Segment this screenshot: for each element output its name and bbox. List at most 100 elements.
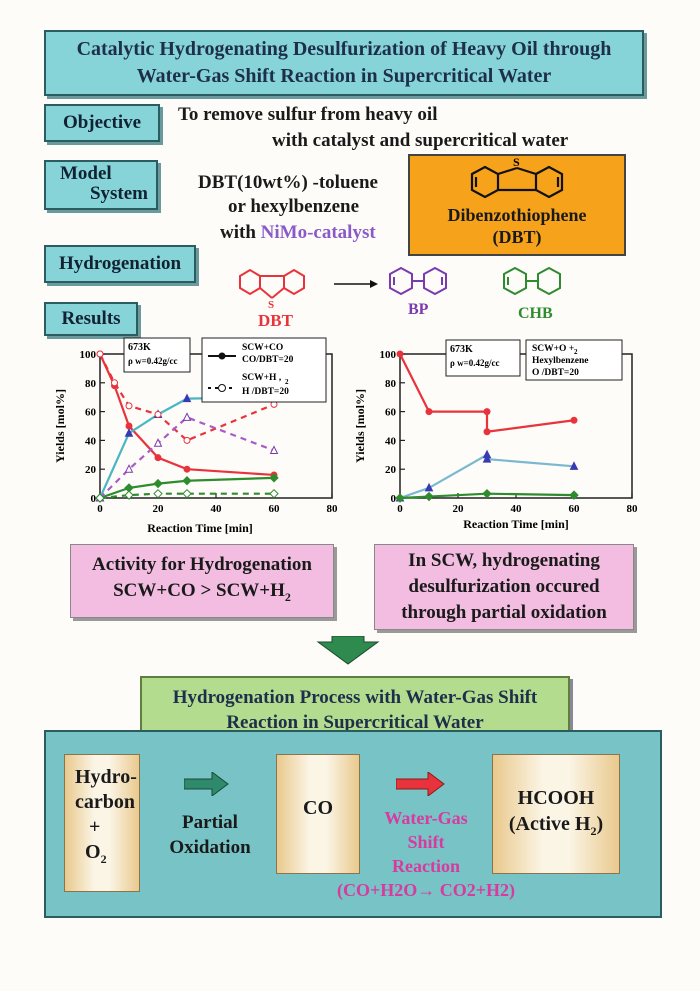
data-point xyxy=(124,428,134,437)
chart-right-legend xyxy=(525,339,623,381)
step1-line-2: Oxidation xyxy=(169,837,251,858)
x-tick-label: 60 xyxy=(269,503,281,515)
red-arrow-icon xyxy=(396,772,445,796)
x-tick-label: 80 xyxy=(327,503,339,515)
data-point xyxy=(395,493,405,503)
x-tick-label: 20 xyxy=(153,503,165,515)
y-tick-label: 0 xyxy=(391,493,397,505)
card1-line-1: Hydro- xyxy=(75,766,137,788)
card1-sub: 2 xyxy=(100,852,107,866)
series-line xyxy=(399,492,575,500)
model-label-line-2: System xyxy=(89,183,148,204)
data-point xyxy=(182,412,192,421)
chart-right-legend-b: Hexylbenzene xyxy=(532,356,588,366)
conclusion-left-line-1: Activity for Hydrogenation xyxy=(92,554,312,576)
equation-text: (CO+H2O→ CO2+H2) xyxy=(336,880,515,900)
chart-left-cond-1: 673K xyxy=(128,342,151,353)
step1-line-1: Partial xyxy=(182,812,238,833)
data-point xyxy=(396,350,404,358)
card1-line-2: carbon xyxy=(75,791,135,813)
step2-line-1: Water-Gas xyxy=(384,808,468,828)
chart-right-legend-c: O /DBT=20 xyxy=(532,368,579,378)
title-line-1: Catalytic Hydrogenating Desulfurization … xyxy=(76,38,612,60)
reaction-arrow-icon xyxy=(334,280,378,288)
y-tick-label: 0 xyxy=(91,493,97,505)
data-point xyxy=(425,408,433,416)
partial-oxidation-text: Partial Oxidation xyxy=(160,810,260,860)
conclusion-left-sub: 2 xyxy=(284,589,291,604)
y-tick-label: 60 xyxy=(385,407,397,419)
chart-right-legend-sub: 2 xyxy=(574,348,578,356)
data-point xyxy=(125,402,133,410)
dbt-molecule-icon xyxy=(239,268,305,299)
y-tick-label: 100 xyxy=(80,349,97,361)
data-point xyxy=(483,428,491,436)
model-line-2: or hexylbenzene xyxy=(228,196,360,217)
card3-sub: 2 xyxy=(590,824,597,838)
conclusion-right-line-2: desulfurization occured xyxy=(408,576,600,597)
model-label-line-1: Model xyxy=(60,163,112,184)
y-tick-label: 80 xyxy=(85,378,97,390)
page-title: Catalytic Hydrogenating Desulfurization … xyxy=(44,30,644,96)
data-point xyxy=(182,488,192,499)
chart-left-y-label: Yields [mol%] xyxy=(53,389,67,463)
y-tick-label: 20 xyxy=(385,464,397,476)
hydrogenation-sulfur-atom: S xyxy=(268,299,274,311)
data-point xyxy=(153,478,163,489)
x-tick-label: 60 xyxy=(569,503,581,515)
legend-solid-marker xyxy=(218,352,226,360)
chart-right-cond-2: ρ w=0.42g/cc xyxy=(450,358,499,368)
card1-line-3: + xyxy=(89,816,101,838)
conclusion-left: Activity for Hydrogenation SCW+CO > SCW+… xyxy=(70,544,334,618)
x-tick-label: 80 xyxy=(627,503,639,515)
data-point xyxy=(269,488,279,499)
objective-line-1: To remove sulfur from heavy oil xyxy=(178,104,438,125)
data-point xyxy=(269,473,279,483)
series-line xyxy=(99,416,275,499)
nimo-catalyst-text: NiMo-catalyst xyxy=(260,222,376,243)
model-line-1: DBT(10wt%) -toluene xyxy=(198,172,378,193)
dbt-structure-box: S Dibenzothiophene (DBT) xyxy=(408,154,626,256)
data-point xyxy=(569,461,579,470)
chart-left-legend-1a: SCW+CO xyxy=(242,343,283,353)
title-line-2: Water-Gas Shift Reaction in Supercritica… xyxy=(136,65,552,87)
down-arrow-icon xyxy=(316,636,380,665)
conclusion-right: In SCW, hydrogenating desulfurization oc… xyxy=(374,544,634,630)
dibenzothiophene-structure-icon: S xyxy=(470,158,564,199)
chart-right-legend-a: SCW+O + xyxy=(532,344,574,354)
data-point xyxy=(183,465,191,473)
card2-text: CO xyxy=(303,797,333,819)
data-point xyxy=(482,488,492,499)
data-point xyxy=(424,491,434,502)
card-hcooh: HCOOH (Active H2) xyxy=(492,754,620,874)
chb-molecule-icon xyxy=(503,266,561,296)
chart-right-conditions-box xyxy=(445,339,521,377)
hydrogenation-scheme: S DBT BP CHB xyxy=(239,266,561,330)
data-point xyxy=(269,445,279,454)
chart-left-legend-2b: H /DBT=20 xyxy=(242,387,289,397)
chart-right-x-label: Reaction Time [min] xyxy=(463,517,569,531)
y-tick-label: 20 xyxy=(85,464,97,476)
y-tick-label: 100 xyxy=(380,349,397,361)
x-tick-label: 40 xyxy=(511,503,523,515)
chart-right-cond-1: 673K xyxy=(450,344,473,355)
chart-left-x-label: Reaction Time [min] xyxy=(147,521,253,535)
dbt-box-line-2: (DBT) xyxy=(492,227,542,247)
results-label: Results xyxy=(44,302,138,336)
data-point xyxy=(182,393,192,403)
series-line xyxy=(99,353,275,442)
conclusion-left-line-2: SCW+CO > SCW+H xyxy=(113,580,285,602)
card1-line-4: O xyxy=(85,841,101,863)
card3-line-1: HCOOH xyxy=(517,787,595,809)
x-tick-label: 40 xyxy=(211,503,223,515)
data-point xyxy=(483,408,491,416)
data-point xyxy=(124,464,134,473)
data-point xyxy=(154,454,162,462)
data-point xyxy=(124,490,134,500)
process-title-line-2: Reaction in Supercritical Water xyxy=(226,712,484,733)
hydrogenation-label: Hydrogenation xyxy=(44,245,196,283)
conclusion-right-line-1: In SCW, hydrogenating xyxy=(408,550,600,571)
model-line-3-prefix: with xyxy=(220,222,261,243)
x-tick-label: 0 xyxy=(97,503,103,515)
step2-line-2: Shift xyxy=(407,832,445,852)
